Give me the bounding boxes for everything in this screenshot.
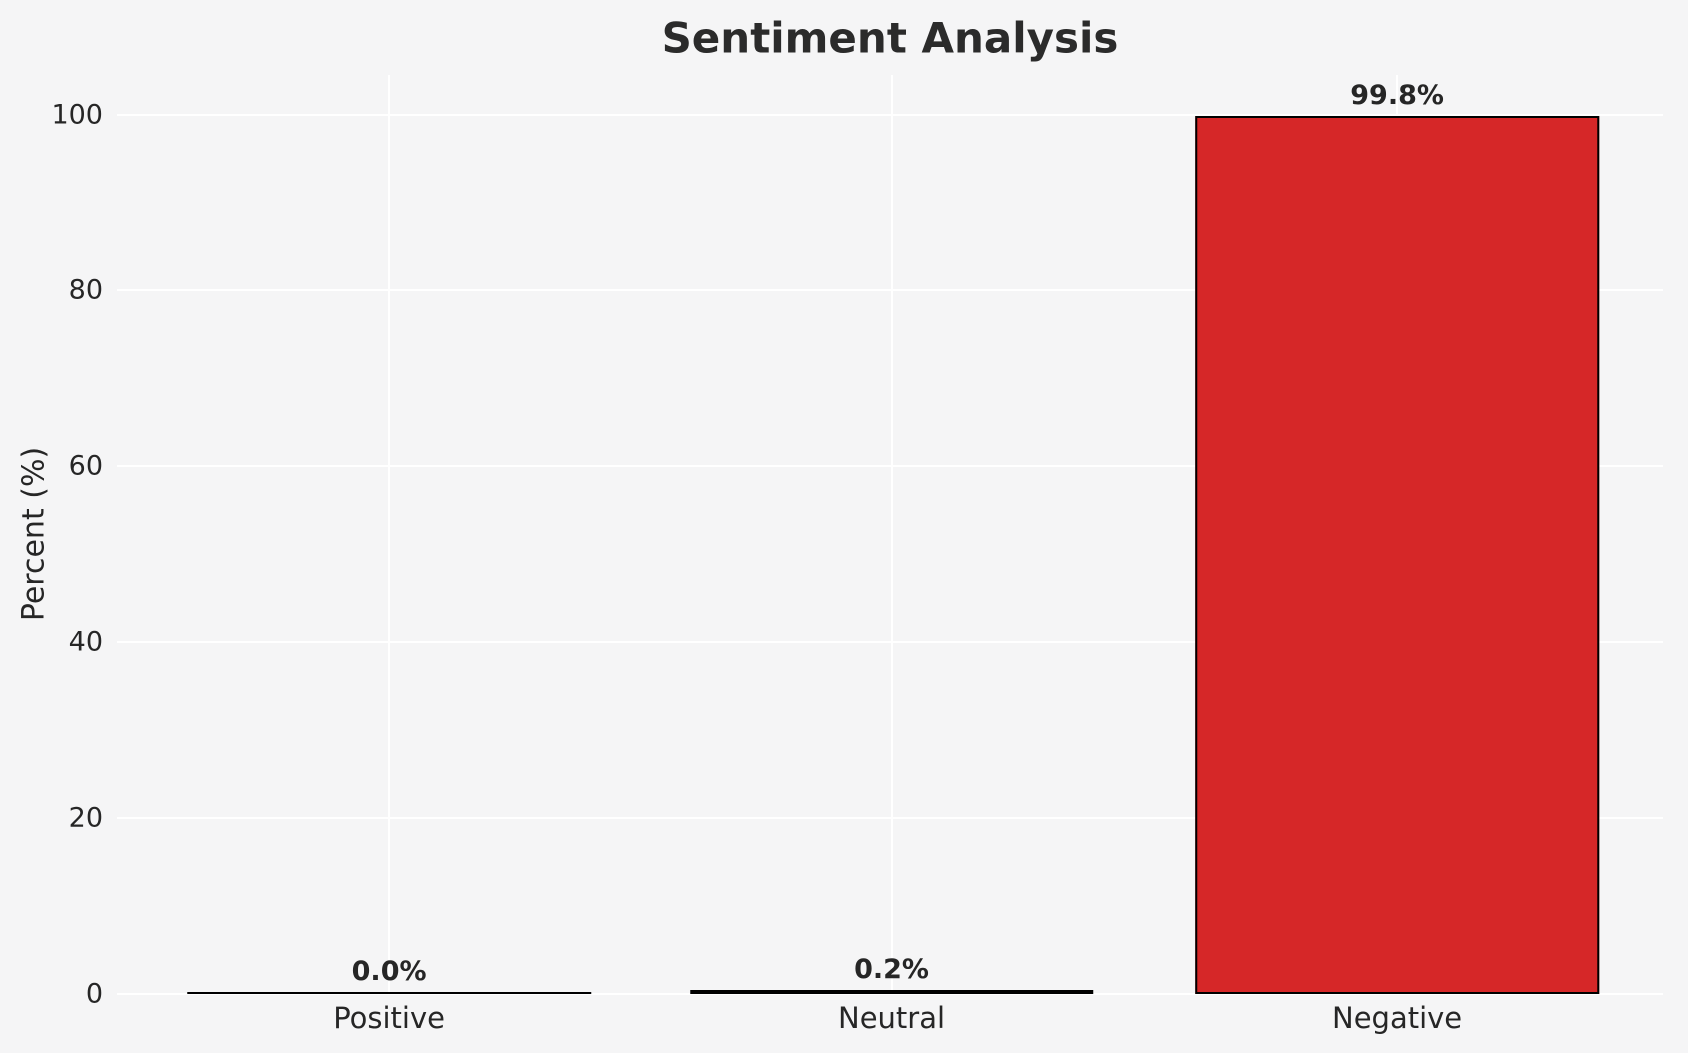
chart-title: Sentiment Analysis [661, 13, 1119, 63]
y-tick-label: 0 [85, 978, 103, 1010]
y-tick-label: 80 [68, 274, 103, 306]
x-tick-label-neutral: Neutral [838, 1001, 946, 1035]
bar-negative [1195, 116, 1599, 994]
gridline-y-40 [117, 641, 1663, 644]
x-tick-label-negative: Negative [1332, 1001, 1463, 1035]
value-label-positive: 0.0% [351, 955, 427, 987]
y-tick-label: 40 [68, 626, 103, 658]
plot-area: 0.0% 0.2% 99.8% 0 20 40 60 80 100 Positive Neutr… [51, 75, 1663, 1033]
gridline-x-neutral [890, 75, 893, 994]
gridline-y-20 [117, 817, 1663, 820]
gridline-y-80 [117, 289, 1663, 292]
x-tick-label-positive: Positive [333, 1001, 445, 1035]
bar-positive [187, 991, 591, 994]
value-label-neutral: 0.2% [854, 953, 929, 985]
y-axis-label: Percent (%) [16, 446, 52, 622]
y-tick-label: 60 [68, 450, 103, 482]
gridline-y-0 [117, 993, 1663, 995]
gridline-y-60 [117, 465, 1663, 468]
bar-neutral [689, 989, 1094, 994]
gridline-y-100 [117, 113, 1663, 116]
gridline-x-positive [388, 75, 391, 994]
y-tick-label: 100 [51, 99, 103, 131]
value-label-negative: 99.8% [1350, 80, 1444, 112]
y-tick-label: 20 [68, 802, 103, 834]
